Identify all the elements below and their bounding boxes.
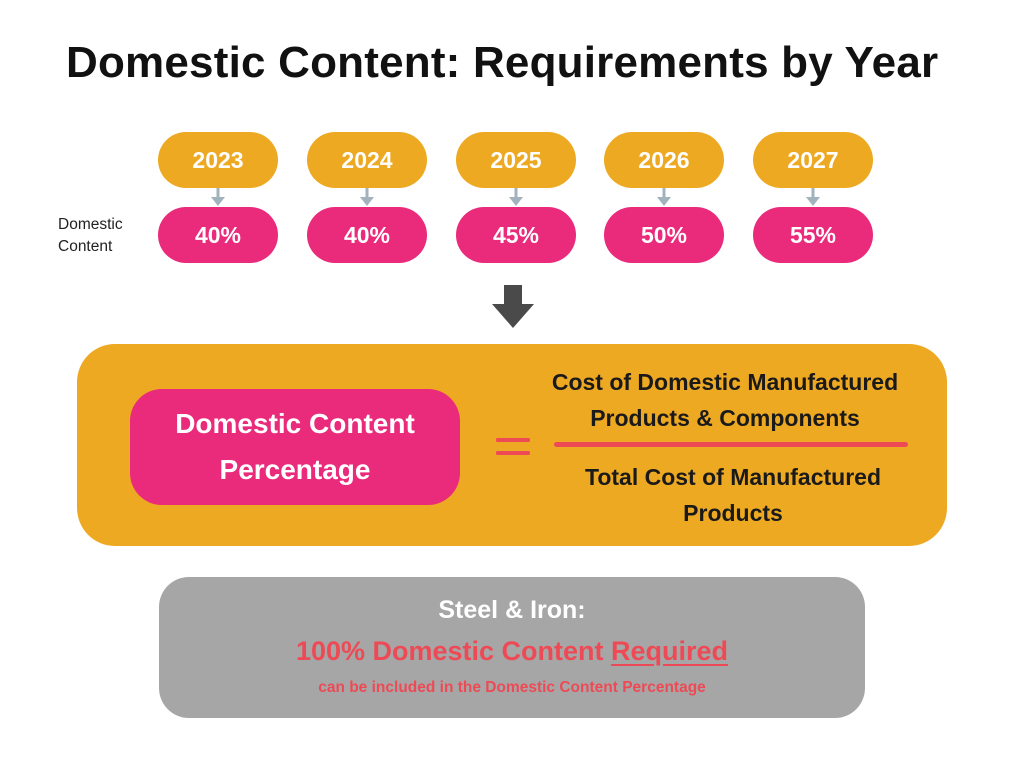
domestic-content-percentage-box: Domestic Content Percentage: [130, 389, 460, 505]
percent-pill: 40%: [307, 207, 427, 263]
arrow-down-icon: [806, 188, 820, 206]
percent-pill: 40%: [158, 207, 278, 263]
year-pill: 2027: [753, 132, 873, 188]
arrow-down-icon: [211, 188, 225, 206]
equals-icon: [496, 438, 530, 455]
steel-iron-box: [159, 577, 865, 718]
arrow-down-icon: [509, 188, 523, 206]
year-column-2023: 2023 40%: [158, 132, 278, 263]
formula-numerator: Cost of Domestic Manufactured Products &…: [551, 369, 899, 431]
required-emphasis: Required: [611, 636, 729, 666]
big-arrow-down-icon: [492, 285, 534, 328]
steel-requirement-text: 100% Domestic Content: [295, 636, 604, 666]
year-pill: 2024: [307, 132, 427, 188]
page-title: Domestic Content: Requirements by Year: [66, 38, 939, 87]
year-pill: 2023: [158, 132, 278, 188]
steel-iron-requirement: 100% Domestic Content Required: [0, 636, 1024, 667]
year-column-2026: 2026 50%: [604, 132, 724, 263]
year-column-2025: 2025 45%: [456, 132, 576, 263]
arrow-down-icon: [360, 188, 374, 206]
domestic-content-percentage-label: Domestic Content Percentage: [175, 408, 415, 485]
percent-pill: 50%: [604, 207, 724, 263]
arrow-down-icon: [657, 188, 671, 206]
formula-denominator: Total Cost of Manufactured Products: [584, 464, 881, 526]
year-pill: 2025: [456, 132, 576, 188]
year-column-2027: 2027 55%: [753, 132, 873, 263]
percent-pill: 45%: [456, 207, 576, 263]
domestic-content-row-label: Domestic Content: [58, 216, 123, 255]
steel-iron-heading: Steel & Iron:: [438, 596, 586, 624]
steel-iron-note: can be included in the Domestic Content …: [318, 679, 706, 696]
fraction-bar: [554, 442, 908, 447]
year-column-2024: 2024 40%: [307, 132, 427, 263]
year-pill: 2026: [604, 132, 724, 188]
percent-pill: 55%: [753, 207, 873, 263]
